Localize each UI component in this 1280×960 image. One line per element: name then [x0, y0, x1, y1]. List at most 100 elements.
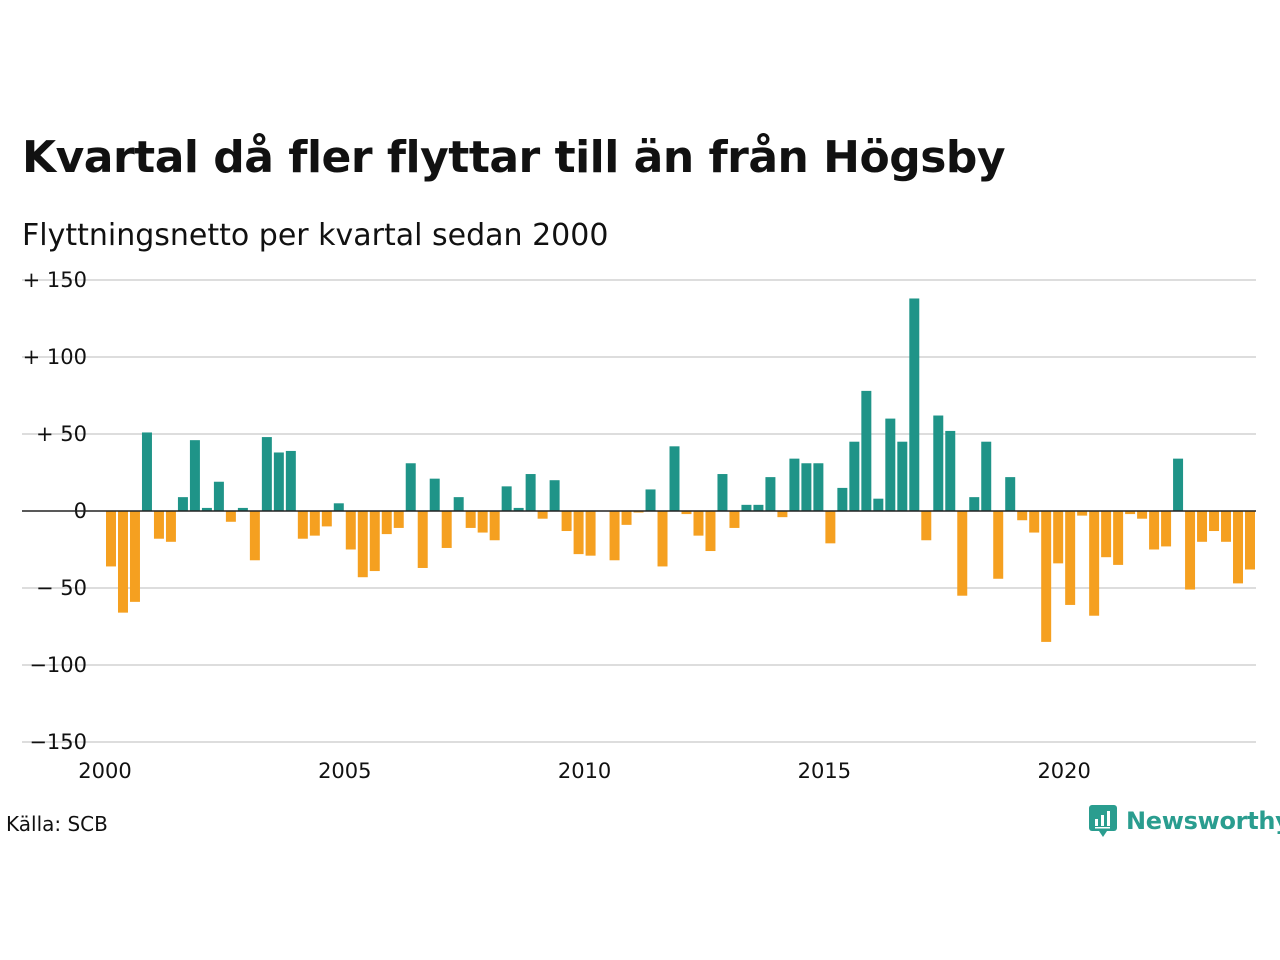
bar	[1065, 511, 1076, 605]
bar	[381, 511, 392, 535]
bar	[909, 298, 920, 511]
bar	[645, 489, 656, 511]
chart-subtitle: Flyttningsnetto per kvartal sedan 2000	[22, 218, 609, 253]
bar	[1173, 458, 1184, 511]
bar	[1017, 511, 1028, 521]
bar	[106, 511, 116, 567]
bar	[969, 497, 980, 511]
bar	[1233, 511, 1244, 584]
bar	[501, 486, 512, 511]
bar	[237, 507, 248, 511]
bar	[1137, 511, 1148, 519]
bar	[1185, 511, 1196, 590]
y-tick-label: + 100	[23, 345, 87, 369]
bar	[165, 511, 176, 542]
bar	[1101, 511, 1112, 558]
bar	[621, 511, 632, 525]
bar	[777, 511, 788, 518]
bar	[261, 437, 272, 511]
bar	[1221, 511, 1232, 542]
bar	[537, 511, 548, 519]
bar	[957, 511, 968, 596]
bar	[321, 511, 332, 527]
bar	[1209, 511, 1220, 532]
y-tick-label: + 150	[23, 268, 87, 292]
brand-logo: Newsworthy	[1088, 804, 1280, 838]
bar	[561, 511, 572, 532]
bar	[1245, 511, 1255, 570]
bar	[549, 480, 560, 511]
bar	[717, 474, 728, 511]
bar	[1005, 477, 1016, 511]
source-note: Källa: SCB	[6, 812, 108, 836]
bar	[273, 452, 284, 511]
bar	[117, 511, 128, 613]
bar	[189, 440, 200, 511]
bar	[1077, 511, 1088, 516]
bar	[249, 511, 260, 561]
bar	[837, 487, 848, 511]
bar	[393, 511, 404, 528]
bar	[429, 478, 440, 511]
bar	[525, 474, 536, 511]
bar	[453, 497, 464, 511]
bar	[201, 507, 212, 511]
bar	[765, 477, 776, 511]
x-axis-labels: 2000 2005 2010 2015 2020	[78, 759, 1091, 783]
bar	[741, 504, 752, 511]
bar	[285, 450, 296, 511]
newsworthy-logo-icon	[1089, 805, 1117, 837]
x-tick-label: 2005	[318, 759, 371, 783]
bar	[465, 511, 476, 528]
bar-chart: + 150+ 100+ 500− 50−100−150 2000 2005 2010…	[22, 268, 1256, 783]
bar	[861, 390, 872, 511]
bar	[897, 441, 908, 511]
x-tick-label: 2015	[798, 759, 851, 783]
bar	[657, 511, 668, 567]
bar	[333, 503, 344, 511]
bar	[933, 415, 944, 511]
bar	[849, 441, 860, 511]
x-tick-label: 2020	[1037, 759, 1090, 783]
y-tick-label: −150	[29, 730, 87, 754]
bar	[513, 507, 524, 511]
bar	[1113, 511, 1124, 565]
bar	[1197, 511, 1208, 542]
bar	[417, 511, 428, 568]
bars	[106, 298, 1255, 642]
chart-title: Kvartal då fler flyttar till än från Hög…	[22, 132, 1006, 183]
bar	[693, 511, 704, 536]
bar	[177, 497, 188, 511]
bar	[669, 446, 680, 511]
bar	[921, 511, 932, 541]
bar	[801, 463, 812, 511]
bar	[633, 511, 644, 513]
bar	[153, 511, 164, 539]
y-tick-label: −100	[29, 653, 87, 677]
bar	[753, 504, 764, 511]
bar	[1053, 511, 1064, 564]
bar	[813, 463, 824, 511]
bar	[441, 511, 452, 548]
y-tick-label: − 50	[36, 576, 87, 600]
bar	[681, 511, 692, 515]
bar	[585, 511, 596, 556]
bar	[825, 511, 836, 544]
bar	[357, 511, 368, 578]
bar	[225, 511, 236, 522]
bar	[477, 511, 488, 533]
bar	[885, 418, 896, 511]
bar	[1161, 511, 1172, 547]
bar	[873, 498, 884, 511]
bar	[1041, 511, 1052, 642]
bar	[405, 463, 416, 511]
y-tick-label: + 50	[36, 422, 87, 446]
bar	[729, 511, 740, 528]
bar	[297, 511, 308, 539]
bar	[993, 511, 1004, 579]
bar	[213, 481, 224, 511]
bar	[345, 511, 356, 550]
bar	[1089, 511, 1100, 616]
bar	[705, 511, 716, 552]
bar	[489, 511, 500, 541]
